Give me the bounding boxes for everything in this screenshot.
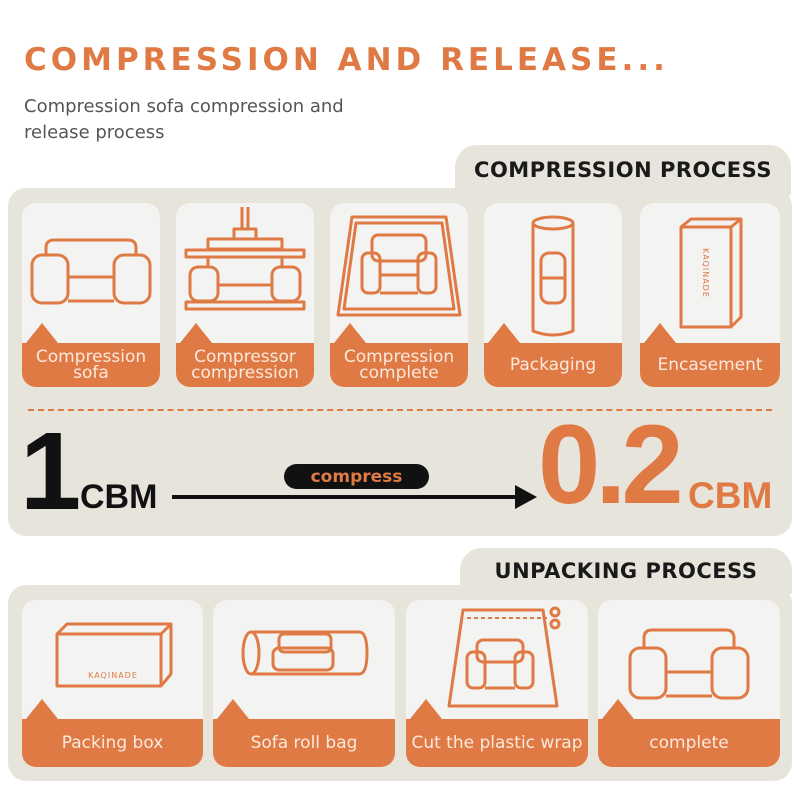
notch <box>217 699 249 719</box>
compression-tab: COMPRESSION PROCESS <box>455 145 791 195</box>
step-label: Encasement <box>640 343 780 387</box>
sofa-icon <box>30 238 152 305</box>
step-card: complete <box>598 600 780 767</box>
step-label: Sofa roll bag <box>213 719 395 767</box>
notch <box>602 699 634 719</box>
before-unit: CBM <box>80 478 158 516</box>
step-label: Cut the plastic wrap <box>406 719 588 767</box>
sofa-icon <box>628 628 750 700</box>
step-label: Packaging <box>484 343 622 387</box>
page-subtitle: Compression sofa compression and release… <box>24 96 344 143</box>
after-unit: CBM <box>688 475 773 516</box>
step-card: KAQINADE Packing box <box>22 600 203 767</box>
notch <box>410 699 442 719</box>
box-icon: KAQINADE <box>55 622 172 688</box>
notch <box>26 323 58 343</box>
page-title: COMPRESSION AND RELEASE... <box>24 42 669 78</box>
divider <box>28 409 772 411</box>
scissors-icon <box>447 606 561 708</box>
arrow-line <box>172 495 517 499</box>
step-label: Compressor compression <box>176 343 314 387</box>
box-brand-text: KAQINADE <box>88 671 138 680</box>
step-label: Compression sofa <box>22 343 160 387</box>
step-card: Compression sofa <box>22 203 160 387</box>
compression-heading: COMPRESSION PROCESS <box>474 158 772 182</box>
step-card: Packaging <box>484 203 622 387</box>
notch <box>488 323 520 343</box>
step-card: KAQINADE Encasement <box>640 203 780 387</box>
step-label: Compression complete <box>330 343 468 387</box>
box-icon: KAQINADE <box>679 217 743 329</box>
compressed-sofa-icon <box>336 215 462 317</box>
notch <box>644 323 676 343</box>
notch <box>26 699 58 719</box>
step-label: Packing box <box>22 719 203 767</box>
roll-bag-icon <box>241 630 369 676</box>
step-card: Compression complete <box>330 203 468 387</box>
box-brand-text: KAQINADE <box>701 248 710 298</box>
step-card: Cut the plastic wrap <box>406 600 588 767</box>
roll-icon <box>531 215 575 337</box>
unpacking-heading: UNPACKING PROCESS <box>494 559 758 583</box>
notch <box>334 323 366 343</box>
step-card: Sofa roll bag <box>213 600 395 767</box>
step-label: complete <box>598 719 780 767</box>
press-icon <box>184 207 306 311</box>
step-card: Compressor compression <box>176 203 314 387</box>
arrow-right-icon <box>515 485 537 509</box>
notch <box>180 323 212 343</box>
compress-label: compress <box>284 464 429 489</box>
after-value: 0.2 <box>538 402 684 527</box>
before-value: 1 <box>20 410 81 533</box>
